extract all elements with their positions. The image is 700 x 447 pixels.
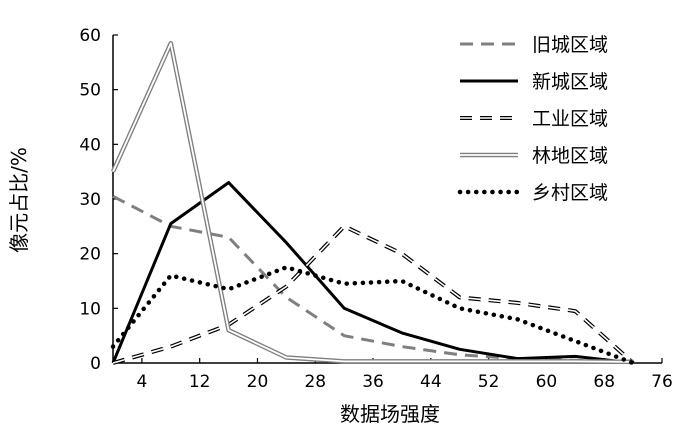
series-1-line [111,181,634,365]
y-tick-label: 60 [79,26,101,46]
y-tick-label: 30 [79,190,101,210]
x-tick-label: 4 [136,372,147,392]
series-2 [112,223,635,365]
series-2-line-inner [112,225,634,364]
series-4-line [110,264,636,366]
x-tick-label: 12 [189,372,211,392]
x-tick-label: 36 [362,372,384,392]
legend-label-2: 工业区域 [532,108,608,130]
x-axis-label: 数据场强度 [340,402,440,426]
series-0-line [112,194,634,364]
legend-label-1: 新城区域 [532,71,608,93]
series-4 [110,264,636,366]
x-tick-label: 68 [593,372,615,392]
y-axis-label: 像元占比/% [7,147,31,253]
series-lines [110,40,636,366]
series-0 [112,194,634,364]
series-1 [111,181,634,365]
legend-label-4: 乡村区域 [532,182,608,204]
x-tick-label: 76 [651,372,673,392]
series-3 [110,40,634,365]
y-tick-label: 10 [79,299,101,319]
y-tick-label: 20 [79,245,101,265]
x-tick-label: 44 [420,372,442,392]
y-tick-label: 40 [79,135,101,155]
x-tick-label: 28 [304,372,326,392]
legend-label-0: 旧城区域 [532,34,608,56]
tick-labels: 0 10 20 30 40 50 60 4 12 20 28 36 44 52 60 68 76 [79,26,672,392]
y-tick-label: 50 [79,81,101,101]
y-tick-label: 0 [90,354,101,374]
x-tick-label: 20 [247,372,269,392]
series-3-line-inner [112,42,634,363]
x-tick-label: 60 [536,372,558,392]
legend-label-3: 林地区域 [532,145,608,167]
x-tick-label: 52 [478,372,500,392]
